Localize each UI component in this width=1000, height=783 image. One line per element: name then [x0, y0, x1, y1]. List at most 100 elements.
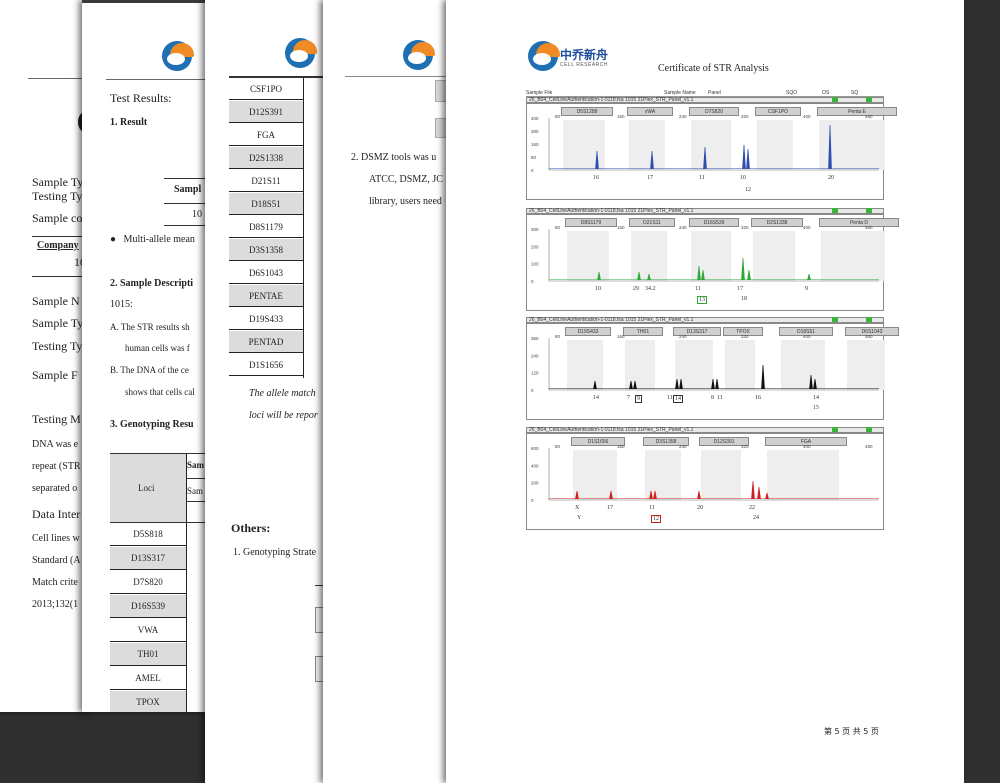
peak	[637, 271, 641, 281]
document-page-1: Sample Ty Testing Ty Sample co Company 1…	[0, 0, 92, 712]
x-tick-label: 160	[617, 114, 625, 119]
peak	[761, 364, 765, 390]
allele-label: 10	[595, 286, 601, 292]
locus-cell: PENTAE	[229, 285, 303, 307]
x-tick-label: 240	[679, 444, 687, 449]
locus-cell: D8S1179	[229, 216, 303, 238]
allele-label: 8	[711, 395, 714, 401]
col-header: Sample File	[526, 90, 553, 96]
trace-plot: 360 240 120 0 80 160 240 320 400 480	[531, 334, 885, 393]
result-heading: 1. Result	[110, 117, 148, 128]
note-line: The allele match	[249, 388, 316, 399]
text-line: Sample F	[32, 368, 78, 382]
marker-label: D2S1338	[751, 218, 803, 227]
peak	[675, 378, 679, 390]
allele-label: 11	[667, 395, 673, 401]
test-results-heading: Test Results:	[110, 91, 172, 105]
text-line: Match crite	[32, 577, 78, 588]
y-tick-label: 0	[531, 279, 534, 284]
allele-label: Y	[577, 515, 582, 521]
allele-label: 11	[717, 395, 723, 401]
allele-label: 11	[699, 175, 705, 181]
marker-label: D13S317	[673, 327, 721, 336]
document-page-2: Test Results: 1. Result Sampl 10 ● Multi…	[82, 0, 212, 712]
peak	[809, 374, 813, 390]
x-tick-label: 80	[555, 334, 561, 339]
x-tick-label: 80	[555, 225, 561, 230]
x-tick-label: 400	[803, 114, 811, 119]
allele-label: 10	[740, 175, 746, 181]
allele-label: 15	[813, 405, 819, 411]
locus-cell: D1S1656	[229, 354, 303, 376]
allele-label: 14	[593, 395, 599, 401]
trace-plot: 400 300 160 80 0 80 160 240 320 400 480	[531, 114, 885, 173]
y-tick-label: 360	[531, 336, 539, 341]
marker-label: D18S51	[779, 327, 833, 336]
peak	[647, 273, 651, 281]
panel-header: 26_B04_CellLineAuthentication-1-0118.fsa…	[526, 317, 884, 323]
peak	[711, 378, 715, 390]
allele-label: 12	[651, 515, 661, 523]
x-tick-label: 160	[617, 444, 625, 449]
marker-label: CSF1PO	[755, 107, 801, 116]
quality-flag-icon	[866, 317, 872, 322]
bullet-text: ● Multi-allele mean	[110, 234, 195, 245]
peak	[807, 273, 811, 281]
allele-label: 12	[745, 187, 751, 193]
text-line: Testing Ty	[32, 189, 83, 203]
x-tick-label: 80	[555, 114, 561, 119]
electropherogram-panel: 26_B04_CellLineAuthentication-1-0118.fsa…	[526, 208, 899, 311]
panel-header: 26_B04_CellLineAuthentication-1-0118.fsa…	[526, 427, 884, 433]
text-line: Testing M	[32, 412, 81, 426]
peak	[715, 378, 719, 390]
loci-column-header: Loci	[138, 483, 155, 493]
locus-cell: AMEL	[110, 667, 186, 690]
x-tick-label: 320	[741, 334, 749, 339]
peak	[609, 490, 613, 500]
y-tick-label: 240	[531, 353, 539, 358]
trace-plot: 600 400 200 0 80 160 240 320 400 480	[531, 444, 879, 503]
marker-label: D8S1179	[565, 218, 617, 227]
locus-cell: D6S1043	[229, 262, 303, 284]
text-line: A. The STR results sh	[110, 322, 190, 332]
marker-label: D7S820	[689, 107, 739, 116]
locus-cell: VWA	[110, 619, 186, 642]
locus-cell: D2S1338	[229, 147, 303, 169]
sample-column-header: Sampl	[174, 184, 202, 195]
allele-label: 17	[737, 286, 743, 292]
marker-label: Penta E	[817, 107, 897, 116]
locus-cell: D18S51	[229, 193, 303, 215]
text-line: 2. DSMZ tools was u	[351, 152, 437, 163]
text-line: Sample Ty	[32, 316, 84, 330]
marker-label: Penta D	[819, 218, 899, 227]
peak	[701, 269, 705, 281]
quality-flag-icon	[832, 208, 838, 213]
allele-label: 22	[749, 505, 755, 511]
header-rule	[28, 78, 92, 79]
y-tick-label: 300	[531, 129, 539, 134]
document-page-3: CSF1PO D12S391 FGA D2S1338 D21S11 D18S51…	[205, 0, 330, 783]
x-tick-label: 480	[865, 334, 873, 339]
panel-header: 26_B04_CellLineAuthentication-1-0118.fsa…	[526, 208, 884, 214]
y-tick-label: 0	[531, 168, 534, 173]
locus-cell: D5S818	[110, 523, 186, 546]
electropherogram-panel: 26_B04_CellLineAuthentication-1-0118.fsa…	[526, 427, 884, 530]
quality-flag-icon	[832, 317, 838, 322]
electropherogram-panel: 26_B04_CellLineAuthentication-1-0118.fsa…	[526, 317, 899, 420]
others-heading: Others:	[231, 521, 271, 535]
quality-flag-icon	[832, 427, 838, 432]
y-tick-label: 80	[531, 155, 537, 160]
peak	[597, 271, 601, 281]
y-tick-label: 300	[531, 227, 539, 232]
peak	[629, 380, 633, 390]
locus-cell: D19S433	[229, 308, 303, 330]
y-tick-label: 100	[531, 262, 539, 267]
marker-label: TPOX	[723, 327, 763, 336]
peak	[697, 490, 701, 500]
marker-label: D1S1656	[571, 437, 625, 446]
allele-label: 11	[695, 286, 701, 292]
peak	[747, 269, 751, 281]
allele-label: 16	[593, 175, 599, 181]
x-tick-label: 400	[803, 444, 811, 449]
col-header: SQ	[851, 90, 859, 96]
